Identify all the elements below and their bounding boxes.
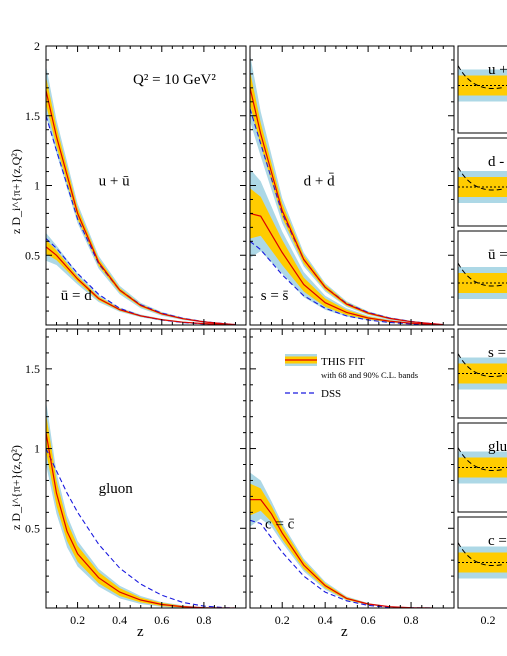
x-tick-label: 0.8 bbox=[196, 613, 211, 627]
ratio-panels: u + d - ū = s = glu c = 0.2 bbox=[457, 45, 507, 627]
y-axis-label-bottom: z D_i^{π+}(z,Q²) bbox=[9, 445, 23, 530]
band-90cl bbox=[250, 54, 444, 325]
panel-top-left: u + ū ū = d 0.5 1 1.5 2 bbox=[25, 39, 247, 326]
ratio-label: c = bbox=[488, 533, 507, 549]
y-tick-label: 1.5 bbox=[25, 109, 40, 123]
band-90cl bbox=[46, 65, 236, 325]
band-90cl bbox=[250, 472, 433, 608]
plot-area bbox=[46, 400, 236, 608]
band-68cl bbox=[46, 413, 236, 608]
series-label: c = c̄ bbox=[265, 516, 295, 532]
band-68cl bbox=[250, 483, 433, 608]
plot-area bbox=[250, 472, 433, 608]
x-tick-label: 0.4 bbox=[318, 613, 333, 627]
legend-dss-label: DSS bbox=[321, 388, 341, 400]
ratio-label: u + bbox=[488, 62, 507, 78]
y-axis-label-top: z D_i^{π+}(z,Q²) bbox=[9, 149, 23, 234]
band-68cl bbox=[46, 239, 236, 325]
panel-frame bbox=[45, 328, 247, 609]
series-label: ū = d bbox=[61, 288, 92, 304]
ratio-panel: c = bbox=[457, 516, 507, 609]
ratio-dss bbox=[457, 353, 504, 377]
ratio-panel: glu bbox=[457, 422, 507, 513]
ratio-panel: d - bbox=[457, 137, 507, 227]
series-label: u + ū bbox=[99, 174, 130, 190]
band-90cl bbox=[250, 168, 444, 325]
ratio-frame bbox=[457, 422, 507, 513]
fit-line bbox=[250, 87, 444, 325]
dss-line bbox=[46, 238, 236, 325]
panel-bottom-left: gluon 0.5 1 1.5 0.2 0.4 0.6 0.8 bbox=[25, 328, 247, 627]
y-tick-label: 1 bbox=[34, 179, 40, 193]
plot-area bbox=[250, 54, 444, 325]
fit-line bbox=[250, 499, 433, 608]
x-axis-label-middle: z bbox=[341, 624, 348, 640]
x-tick-label: 0.6 bbox=[154, 613, 169, 627]
panel-frame bbox=[249, 328, 455, 609]
ratio-label: ū = bbox=[488, 247, 507, 263]
ratio-dss bbox=[457, 262, 504, 287]
y-tick-label: 1 bbox=[34, 442, 40, 456]
ratio-panel: s = bbox=[457, 328, 507, 419]
fit-line bbox=[46, 246, 236, 325]
ratio-frame bbox=[457, 230, 507, 326]
series-label: d + d̄ bbox=[304, 173, 335, 189]
fit-line bbox=[46, 432, 236, 608]
ratio-frame bbox=[457, 328, 507, 419]
ratio-dss bbox=[457, 166, 504, 191]
band-90cl bbox=[46, 400, 236, 608]
ratio-x-tick-label: 0.2 bbox=[481, 613, 496, 627]
fit-line bbox=[250, 212, 444, 325]
ratio-frame bbox=[457, 137, 507, 227]
series-label: s = s̄ bbox=[261, 288, 289, 304]
y-tick-label: 0.5 bbox=[25, 521, 40, 535]
ratio-dss bbox=[457, 447, 504, 471]
ratio-dss bbox=[457, 65, 504, 89]
panel-top-middle: d + d̄ s = s̄ bbox=[249, 45, 455, 326]
x-tick-label: 0.6 bbox=[361, 613, 376, 627]
dss-line bbox=[46, 448, 236, 608]
legend-fit-label: THIS FIT bbox=[321, 356, 365, 368]
ratio-frame bbox=[457, 45, 507, 134]
ratio-label: s = bbox=[488, 345, 506, 361]
fit-line bbox=[46, 90, 236, 325]
x-tick-label: 0.2 bbox=[275, 613, 290, 627]
legend: THIS FIT with 68 and 90% C.L. bands DSS bbox=[285, 354, 418, 400]
x-tick-label: 0.4 bbox=[112, 613, 127, 627]
series-label: gluon bbox=[99, 481, 134, 497]
x-tick-label: 0.8 bbox=[404, 613, 419, 627]
x-tick-label: 0.2 bbox=[70, 613, 85, 627]
x-axis-label-left: z bbox=[137, 624, 144, 640]
y-tick-label: 1.5 bbox=[25, 362, 40, 376]
band-68cl bbox=[250, 188, 444, 325]
ratio-dss bbox=[457, 542, 504, 566]
plot-area bbox=[46, 65, 236, 325]
ratio-label: d - bbox=[488, 154, 504, 170]
ratio-frame bbox=[457, 516, 507, 609]
q2-annotation: Q² = 10 GeV² bbox=[133, 72, 216, 88]
legend-fit-sub: with 68 and 90% C.L. bands bbox=[321, 370, 418, 380]
panel-frame bbox=[249, 45, 455, 326]
ratio-panel: u + bbox=[457, 45, 507, 134]
ratio-label: glu bbox=[488, 439, 507, 455]
band-90cl bbox=[46, 232, 236, 325]
y-tick-label: 2 bbox=[34, 39, 40, 53]
ratio-panel: ū = bbox=[457, 230, 507, 326]
panel-bottom-middle: c = c̄ 0.2 0.4 0.6 0.8 bbox=[249, 328, 455, 627]
y-tick-label: 0.5 bbox=[25, 248, 40, 262]
